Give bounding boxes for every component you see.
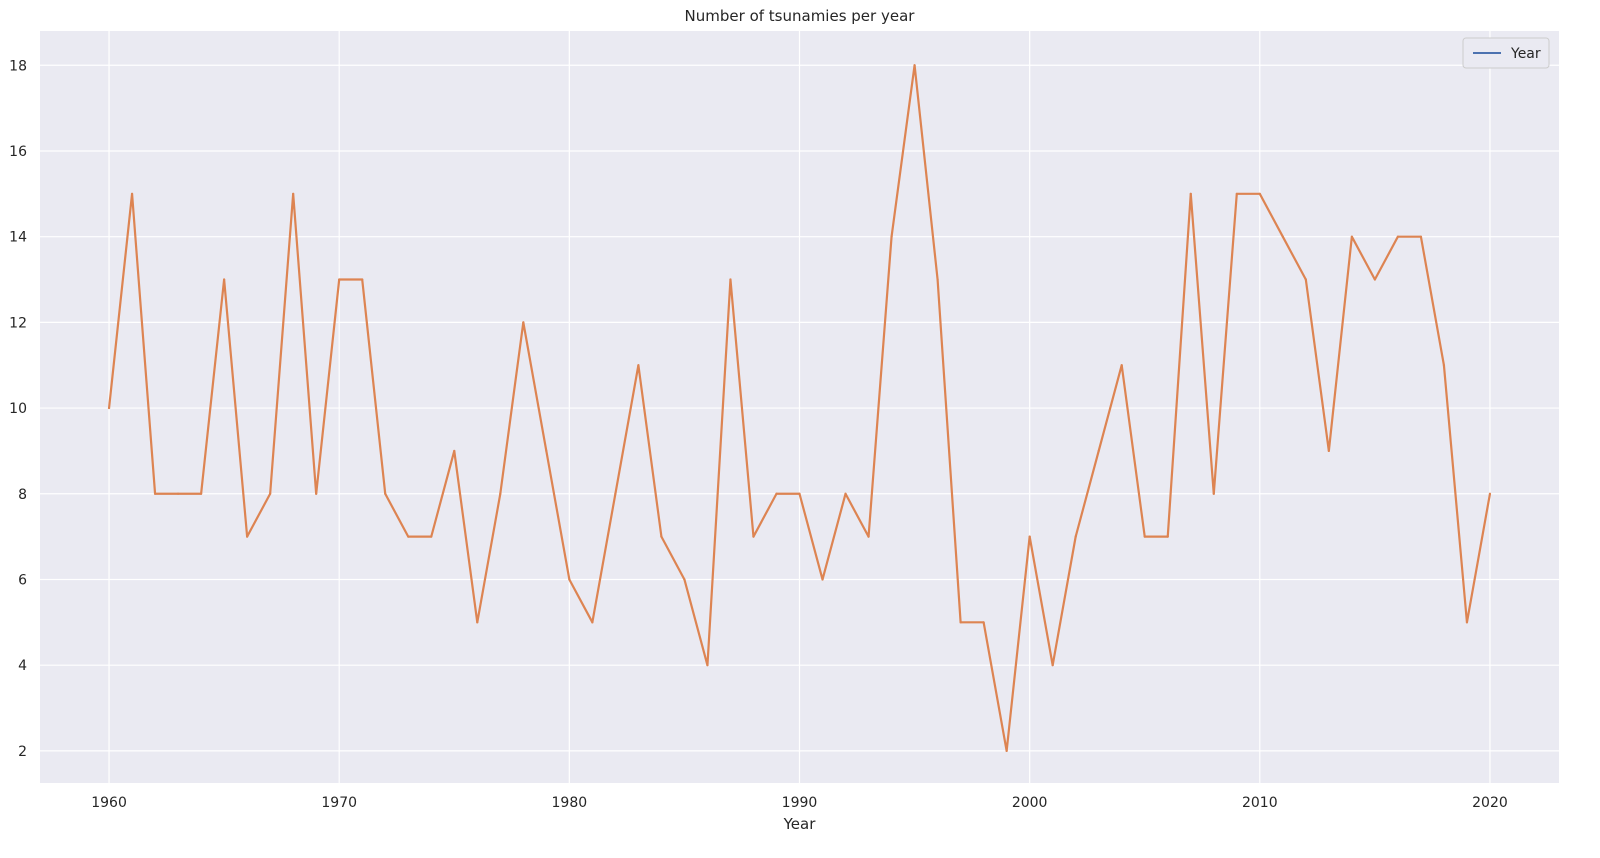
data-point [591, 621, 594, 624]
x-tick-label: 1980 [552, 795, 588, 811]
data-point [292, 192, 295, 195]
data-point [637, 364, 640, 367]
data-point [1281, 235, 1284, 238]
data-point [130, 192, 134, 195]
data-point [683, 578, 686, 581]
data-point [1465, 621, 1469, 624]
data-point [614, 492, 617, 495]
data-point [752, 535, 755, 538]
y-tick-label: 4 [18, 658, 27, 674]
data-point [361, 278, 364, 281]
data-point [1051, 664, 1054, 667]
data-point [430, 535, 433, 538]
x-tick-labels: 1960 1970 1980 1990 2000 2010 2020 [91, 795, 1508, 811]
y-tick-label: 16 [9, 144, 27, 160]
x-tick-label: 2000 [1012, 795, 1048, 811]
data-point [476, 621, 479, 624]
data-point [982, 621, 985, 624]
data-point [545, 449, 548, 453]
x-tick-label: 1990 [782, 795, 818, 811]
data-point [1143, 535, 1146, 538]
legend: Year [1462, 37, 1550, 69]
data-point [269, 492, 272, 495]
data-point [568, 578, 571, 581]
data-point [1166, 535, 1169, 538]
data-point [1258, 192, 1261, 195]
data-point [1189, 192, 1192, 195]
data-point [798, 492, 801, 495]
data-point [844, 492, 847, 495]
y-tick-label: 18 [9, 58, 27, 74]
data-point [246, 535, 249, 538]
data-point [706, 664, 709, 667]
data-point [407, 535, 410, 538]
data-point [1028, 535, 1031, 538]
data-point [153, 492, 157, 495]
legend-label: Year [1510, 46, 1541, 62]
data-point [959, 621, 962, 624]
data-point [1074, 535, 1077, 538]
y-tick-label: 2 [18, 744, 27, 760]
data-point [821, 578, 824, 581]
x-tick-label: 1960 [91, 795, 127, 811]
data-point [384, 492, 387, 495]
data-point [1212, 492, 1215, 495]
data-point [200, 492, 203, 495]
data-point [1442, 364, 1446, 367]
data-point [499, 492, 502, 495]
data-point [1373, 278, 1376, 281]
y-tick-label: 6 [18, 572, 27, 588]
x-tick-label: 1970 [321, 795, 357, 811]
x-tick-label: 2020 [1472, 795, 1508, 811]
data-point [775, 492, 778, 495]
data-point [1419, 235, 1423, 238]
data-point [867, 535, 870, 538]
data-point [1304, 278, 1307, 281]
data-point [453, 449, 456, 453]
data-point [729, 278, 732, 281]
x-axis-title: Year [783, 815, 817, 833]
data-point [315, 492, 318, 495]
y-tick-label: 14 [9, 230, 27, 246]
y-tick-label: 12 [9, 315, 27, 331]
series-lines [107, 64, 1492, 752]
data-point [176, 492, 180, 495]
data-point [1396, 235, 1399, 238]
legend-box [1462, 37, 1550, 69]
data-point [890, 235, 893, 238]
data-point [338, 278, 341, 281]
data-point [936, 278, 939, 281]
data-point [1327, 449, 1330, 453]
data-point [1120, 364, 1123, 367]
data-point [1488, 492, 1492, 495]
data-point [1097, 449, 1100, 453]
x-tick-label: 2010 [1242, 795, 1278, 811]
chart-title: Number of tsunamies per year [685, 7, 916, 25]
data-point [223, 278, 226, 281]
data-point [1005, 749, 1008, 752]
data-point [522, 321, 525, 324]
data-point [913, 64, 916, 67]
data-point [1350, 235, 1353, 238]
data-point [1235, 192, 1238, 195]
data-point [660, 535, 663, 538]
y-tick-label: 10 [9, 401, 27, 417]
data-point [107, 406, 111, 410]
y-tick-label: 8 [18, 487, 27, 503]
y-tick-labels: 2 4 6 8 10 12 14 16 18 [9, 58, 27, 760]
